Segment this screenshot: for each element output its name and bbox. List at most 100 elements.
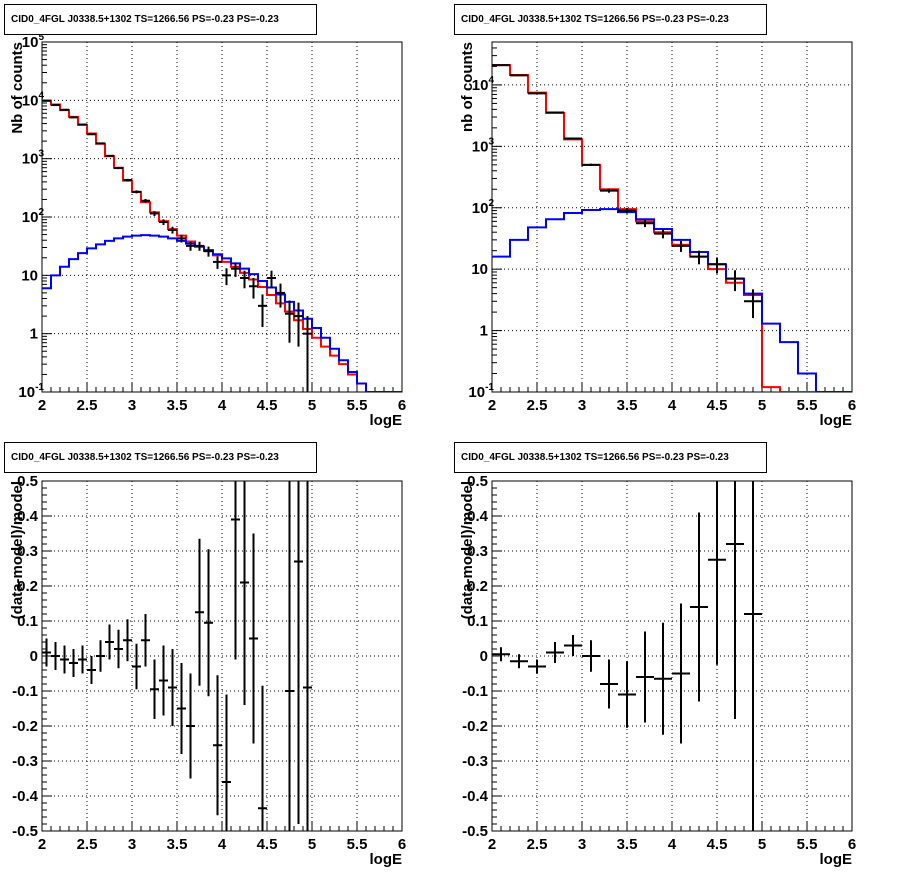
grid: [492, 481, 852, 831]
data-point: [78, 123, 87, 126]
y-tick-label: 102: [22, 207, 45, 226]
chart-panel-1: 2 2.5 3 3.5 4 4.5 5 5.5 6 10-1 1 10 102 103 104 105 logE…: [4, 4, 406, 429]
x-tick-label: 4.5: [257, 397, 278, 414]
data-point: [168, 226, 177, 234]
chart-panel-3: 2 2.5 3 3.5 4 4.5 5 5.5 6 -0.5 -0.4 -0.3 -0.2 -0.1 0 0.…: [4, 442, 406, 868]
x-tick-label: 5: [308, 397, 316, 414]
x-axis-ticks: [41, 382, 403, 392]
y-tick-label: 10-1: [18, 382, 44, 401]
y-axis-label: (data-model)/model: [459, 481, 476, 619]
y-tick-label: 10-1: [468, 382, 494, 401]
data-point: [654, 622, 672, 735]
data-point: [564, 137, 582, 140]
y-tick-label: 1: [30, 326, 38, 343]
data-point: [636, 631, 654, 723]
y-tick-label: 105: [22, 32, 45, 51]
data-point: [204, 549, 213, 697]
data-point: [672, 240, 690, 252]
x-tick-label: 4.5: [707, 397, 728, 414]
series-group: [492, 481, 762, 831]
data-point: [51, 104, 60, 107]
x-tick-label: 2: [38, 397, 46, 414]
x-tick-label: 3.5: [617, 836, 638, 853]
data-point: [690, 512, 708, 702]
data-point: [708, 481, 726, 665]
data-point: [546, 642, 564, 663]
x-tick-label: 4: [218, 836, 227, 853]
x-axis-label: logE: [820, 851, 853, 868]
series-group: [42, 481, 312, 831]
series-group: [42, 99, 402, 392]
data-point: [636, 219, 654, 228]
data-point: [240, 481, 249, 705]
data-point: [60, 645, 69, 674]
data-point: [105, 154, 114, 157]
data-point: [654, 229, 672, 239]
data-point: [195, 241, 204, 251]
data-point: [582, 163, 600, 167]
data-point: [744, 289, 762, 319]
data-point: [96, 640, 105, 672]
data-point: [42, 99, 51, 102]
data-point: [618, 207, 636, 214]
x-tick-label: 2.5: [77, 397, 98, 414]
data-point: [222, 694, 231, 831]
y-tick-label: -0.2: [12, 718, 38, 735]
data-point: [69, 116, 78, 119]
y-tick-label: 10: [21, 267, 38, 284]
data-point: [231, 481, 240, 660]
x-tick-label: 2.5: [527, 836, 548, 853]
x-tick-label: 4.5: [707, 836, 728, 853]
data-point: [258, 685, 267, 831]
data-point: [258, 294, 267, 328]
data-point: [195, 538, 204, 686]
chart-title-box: CID0_4FGL J0338.5+1302 TS=1266.56 PS=-0.…: [454, 442, 767, 473]
x-tick-label: 3: [578, 836, 586, 853]
series-1-step-line: [42, 234, 402, 392]
data-point: [132, 190, 141, 194]
x-tick-label: 5: [758, 836, 766, 853]
y-tick-label: -0.4: [462, 788, 489, 805]
grid: [42, 42, 402, 392]
x-tick-label: 5: [758, 397, 766, 414]
data-point: [42, 638, 51, 667]
x-tick-label: 5.5: [347, 836, 368, 853]
data-point: [249, 533, 258, 744]
y-tick-label: 104: [22, 90, 45, 109]
y-tick-label: 0.4: [17, 508, 39, 525]
data-point: [726, 481, 744, 719]
y-tick-label: 103: [22, 149, 45, 168]
data-point: [60, 108, 69, 111]
data-point: [303, 481, 312, 831]
data-point: [528, 92, 546, 95]
y-tick-label: -0.3: [12, 753, 38, 770]
data-point: [492, 647, 510, 662]
chart-title-box: CID0_4FGL J0338.5+1302 TS=1266.56 PS=-0.…: [4, 442, 317, 473]
x-tick-label: 2: [488, 836, 496, 853]
y-tick-label: 0.3: [467, 543, 488, 560]
data-point: [114, 629, 123, 669]
data-point: [141, 614, 150, 667]
data-point: [96, 142, 105, 145]
y-tick-label: 0.1: [467, 613, 488, 630]
data-point: [150, 211, 159, 217]
data-point: [150, 659, 159, 719]
x-axis-ticks: [41, 821, 403, 831]
x-tick-label: 5.5: [797, 397, 818, 414]
y-axis-ticks: [492, 480, 502, 832]
data-point: [285, 300, 294, 343]
y-tick-label: 0.1: [17, 613, 38, 630]
data-point: [690, 250, 708, 265]
x-tick-label: 4.5: [257, 836, 278, 853]
chart-title-box: CID0_4FGL J0338.5+1302 TS=1266.56 PS=-0.…: [454, 4, 767, 35]
y-tick-label: -0.1: [12, 683, 38, 700]
data-point: [213, 256, 222, 269]
x-axis-ticks: [491, 821, 853, 831]
y-tick-label: 0.3: [17, 543, 38, 560]
data-point: [123, 178, 132, 182]
data-point: [132, 643, 141, 690]
x-tick-label: 5: [308, 836, 316, 853]
data-point: [510, 654, 528, 669]
x-tick-label: 3.5: [617, 397, 638, 414]
x-tick-label: 6: [848, 397, 856, 414]
